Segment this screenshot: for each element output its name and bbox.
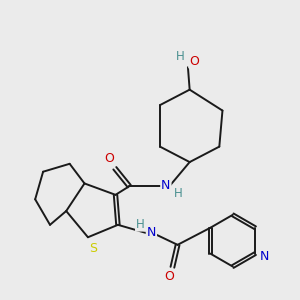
Text: N: N <box>147 226 156 239</box>
Text: O: O <box>105 152 115 165</box>
Text: N: N <box>260 250 269 263</box>
Text: H: H <box>136 218 145 231</box>
Text: O: O <box>164 270 174 284</box>
Text: H: H <box>176 50 185 63</box>
Text: N: N <box>161 179 170 192</box>
Text: H: H <box>174 187 183 200</box>
Text: S: S <box>89 242 97 255</box>
Text: O: O <box>189 55 199 68</box>
